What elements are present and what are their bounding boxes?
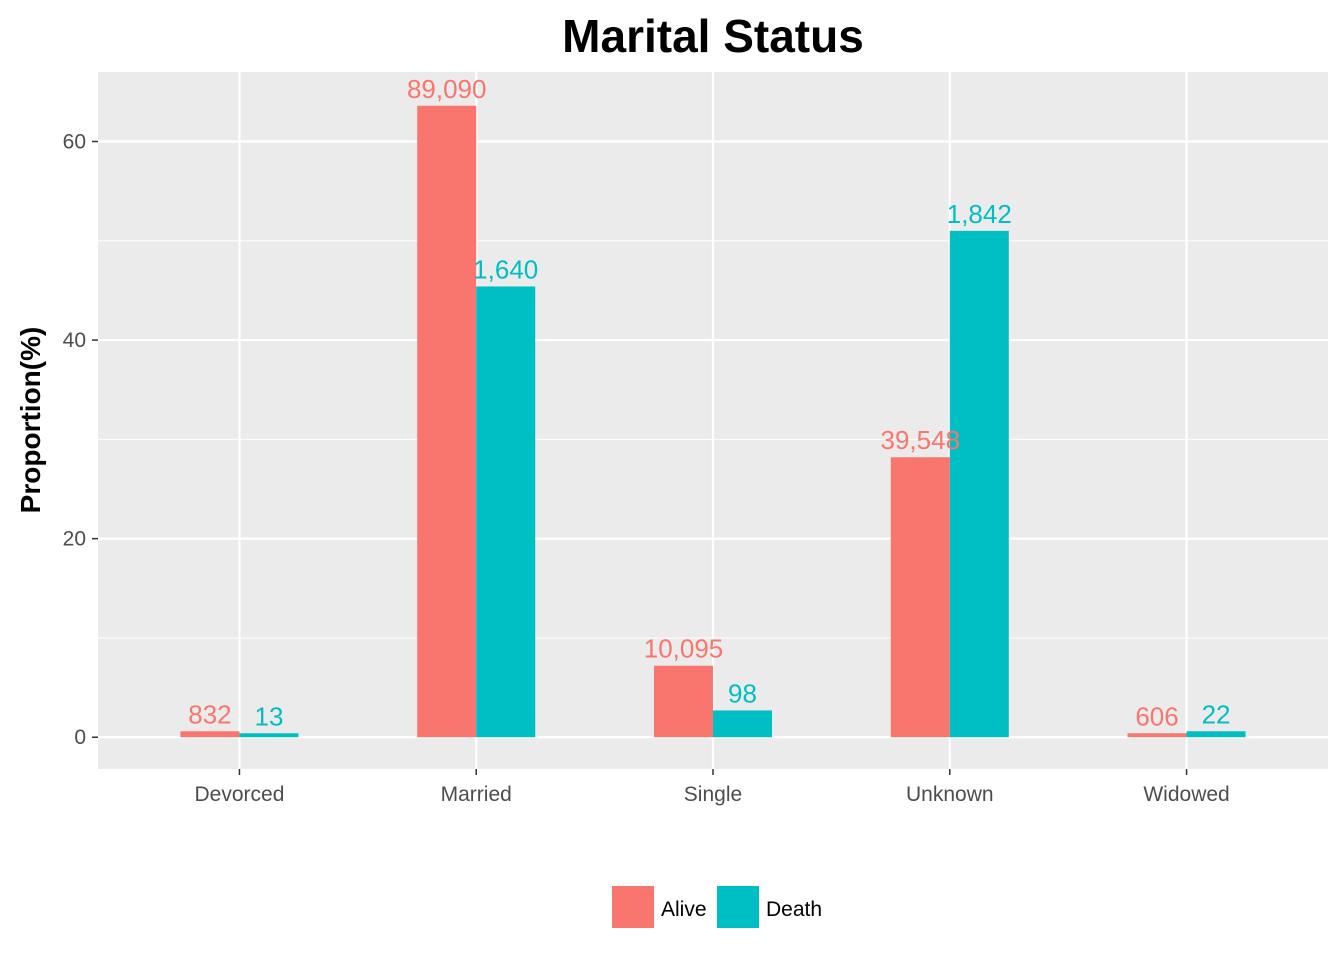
y-tick-label: 0 <box>74 726 86 749</box>
data-label: 13 <box>254 701 283 731</box>
x-axis: Devorced Married Single Unknown Widowed <box>195 769 1230 806</box>
y-tick-label: 60 <box>63 131 86 154</box>
data-label: 22 <box>1202 699 1231 729</box>
bar-alive <box>654 665 713 738</box>
bar-death <box>476 286 536 738</box>
data-labels: 832 89,090 10,095 39,548 606 13 1,640 98 1,842 22 <box>188 74 1230 731</box>
data-label: 10,095 <box>644 634 724 664</box>
bar-death <box>949 230 1009 738</box>
data-label: 1,640 <box>473 254 538 284</box>
bar-alive <box>1127 733 1187 738</box>
legend-item-alive: Alive <box>612 886 707 928</box>
bar-death <box>713 710 772 738</box>
legend-label: Death <box>766 898 822 921</box>
legend-label: Alive <box>661 898 707 921</box>
data-label: 1,842 <box>947 199 1012 229</box>
x-tick-label: Widowed <box>1143 783 1229 806</box>
bar-death <box>1186 731 1246 738</box>
bar-death <box>239 733 299 738</box>
legend: Alive Death <box>612 886 822 928</box>
bar-alive <box>417 105 477 738</box>
y-axis: 0 20 40 60 <box>63 131 98 749</box>
bar-alive <box>890 457 950 738</box>
x-tick-label: Married <box>441 783 512 806</box>
y-axis-label: Proportion(%) <box>15 327 46 514</box>
legend-item-death: Death <box>717 886 822 928</box>
x-tick-label: Unknown <box>906 783 994 806</box>
data-label: 89,090 <box>407 74 487 104</box>
y-tick-label: 40 <box>63 329 86 352</box>
bars <box>180 105 1246 738</box>
legend-key <box>717 886 759 928</box>
y-tick-label: 20 <box>63 528 86 551</box>
data-label: 39,548 <box>881 425 961 455</box>
data-label: 606 <box>1135 701 1178 731</box>
x-tick-label: Devorced <box>195 783 285 806</box>
data-label: 832 <box>188 699 231 729</box>
chart-title: Marital Status <box>562 10 864 62</box>
data-label: 98 <box>728 678 757 708</box>
legend-key <box>612 886 654 928</box>
bar-alive <box>180 731 240 738</box>
x-tick-label: Single <box>684 783 742 806</box>
